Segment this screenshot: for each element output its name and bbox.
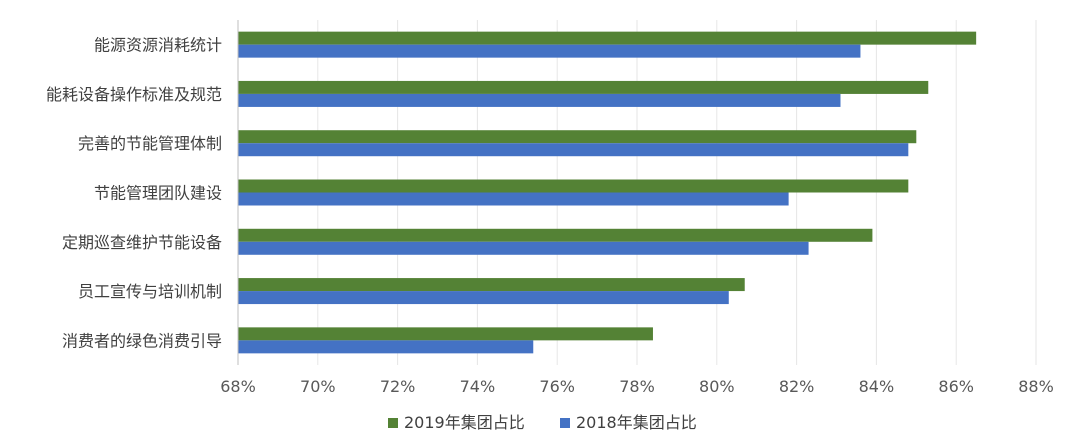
bar-2018-1 [238,93,841,107]
legend-swatch-0 [388,418,398,428]
x-tick-label: 74% [460,377,496,396]
bar-2019-2 [238,130,917,144]
category-label: 能源资源消耗统计 [94,36,222,55]
legend: 2019年集团占比 2018年集团占比 [388,413,697,432]
x-tick-label: 72% [380,377,416,396]
legend-label-1: 2018年集团占比 [576,413,697,432]
bar-2019-3 [238,179,909,193]
x-tick-label: 80% [699,377,735,396]
x-tick-label: 86% [938,377,974,396]
bar-2019-0 [238,31,977,45]
category-labels: 能源资源消耗统计能耗设备操作标准及规范完善的节能管理体制节能管理团队建设定期巡查… [46,36,222,351]
category-label: 定期巡查维护节能设备 [62,233,222,252]
bar-2018-3 [238,192,789,206]
bar-2019-1 [238,80,929,94]
bars [238,31,977,354]
x-tick-label: 70% [300,377,336,396]
bar-2018-2 [238,143,909,157]
x-tick-label: 82% [779,377,815,396]
bar-2018-6 [238,340,534,354]
x-tick-label: 76% [539,377,575,396]
x-tick-label: 84% [859,377,895,396]
bar-2018-4 [238,241,809,255]
category-label: 能耗设备操作标准及规范 [46,85,222,104]
bar-2019-5 [238,278,745,292]
legend-label-0: 2019年集团占比 [404,413,525,432]
category-label: 员工宣传与培训机制 [78,282,222,301]
x-tick-label: 78% [619,377,655,396]
bar-2018-5 [238,291,729,305]
bar-2019-6 [238,327,653,341]
category-label: 消费者的绿色消费引导 [62,331,222,350]
bar-2019-4 [238,228,873,242]
legend-swatch-1 [560,418,570,428]
category-label: 完善的节能管理体制 [78,134,222,153]
bar-2018-0 [238,44,861,58]
x-tick-labels: 68% 70% 72% 74% 76% 78% 80% 82% 84% 86% 88% [220,377,1054,396]
category-label: 节能管理团队建设 [94,184,222,203]
x-tick-label: 68% [220,377,256,396]
x-tick-label: 88% [1018,377,1054,396]
